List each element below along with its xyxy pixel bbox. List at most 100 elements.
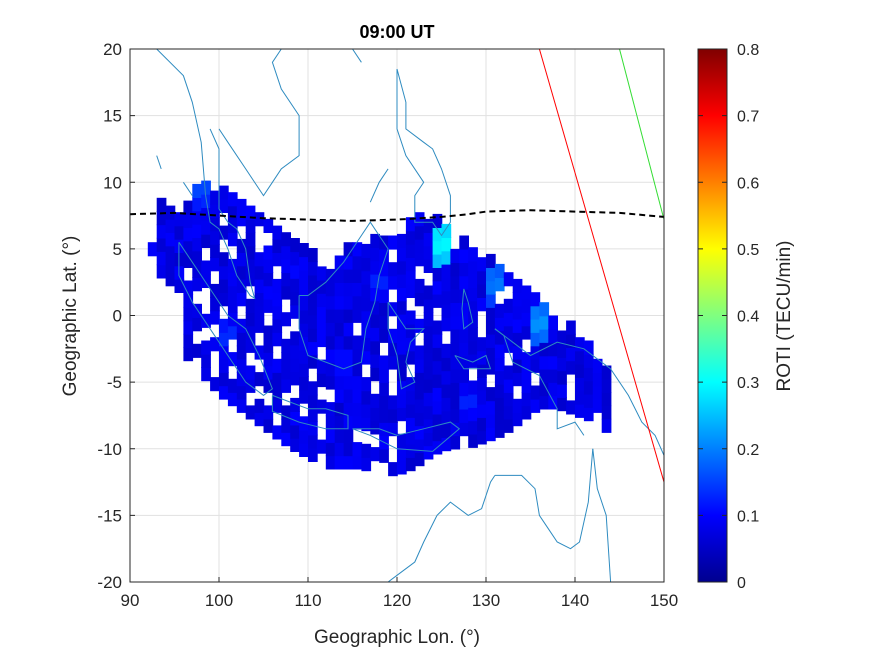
roti-cell bbox=[512, 372, 523, 387]
roti-cell bbox=[343, 335, 354, 350]
roti-cell bbox=[361, 310, 372, 325]
roti-cell bbox=[343, 348, 354, 363]
roti-cell bbox=[352, 455, 363, 470]
roti-cell bbox=[575, 390, 585, 405]
roti-cell bbox=[343, 255, 354, 270]
roti-cell bbox=[397, 380, 407, 395]
roti-cell bbox=[450, 342, 461, 357]
roti-cell bbox=[325, 348, 336, 363]
roti-cell bbox=[183, 240, 194, 255]
roti-cell bbox=[334, 428, 345, 443]
roti-cell bbox=[379, 408, 389, 423]
roti-cell bbox=[414, 318, 425, 333]
roti-cell bbox=[468, 353, 478, 368]
roti-cell bbox=[227, 192, 238, 207]
roti-cell bbox=[566, 400, 576, 415]
coastline bbox=[178, 241, 274, 397]
roti-cell bbox=[219, 358, 229, 373]
roti-cell bbox=[245, 338, 256, 353]
roti-cell bbox=[299, 363, 309, 378]
roti-cell bbox=[379, 328, 389, 343]
roti-cell bbox=[272, 332, 283, 347]
roti-cell bbox=[477, 377, 487, 392]
roti-cell bbox=[227, 298, 238, 313]
roti-cell bbox=[352, 295, 363, 310]
roti-cell bbox=[263, 338, 274, 353]
roti-cell bbox=[299, 296, 309, 311]
roti-cell bbox=[325, 402, 336, 417]
roti-cell bbox=[325, 375, 336, 390]
roti-cell bbox=[539, 355, 550, 370]
roti-cell bbox=[219, 292, 229, 307]
roti-cell bbox=[352, 335, 363, 350]
roti-cell bbox=[352, 268, 363, 283]
roti-cell bbox=[423, 285, 434, 300]
roti-cell bbox=[414, 372, 425, 387]
roti-cell bbox=[219, 185, 229, 200]
roti-cell bbox=[281, 245, 291, 260]
roti-cell bbox=[592, 372, 603, 387]
roti-cell bbox=[370, 367, 380, 382]
roti-cell bbox=[397, 367, 407, 382]
roti-cell bbox=[156, 264, 167, 279]
roti-cell bbox=[503, 272, 514, 287]
roti-cell bbox=[236, 358, 247, 373]
roti-cell bbox=[370, 447, 380, 462]
roti-cell bbox=[548, 315, 558, 330]
roti-cell bbox=[441, 277, 452, 292]
roti-cell bbox=[290, 304, 300, 319]
roti-cell bbox=[539, 302, 550, 317]
roti-cell bbox=[201, 313, 211, 328]
roti-cell bbox=[299, 256, 309, 271]
roti-cell bbox=[263, 298, 274, 313]
roti-cell bbox=[477, 363, 487, 378]
roti-cell bbox=[423, 298, 434, 313]
roti-cell bbox=[308, 394, 318, 409]
roti-cell bbox=[192, 210, 202, 225]
roti-cell bbox=[334, 442, 345, 457]
roti-cell bbox=[423, 258, 434, 273]
roti-cell bbox=[379, 288, 389, 303]
roti-cell bbox=[388, 235, 398, 250]
roti-cell bbox=[432, 227, 443, 242]
coastline bbox=[352, 49, 362, 63]
roti-cell bbox=[219, 385, 229, 400]
roti-cell bbox=[486, 333, 496, 348]
roti-cell bbox=[236, 372, 247, 387]
roti-cell bbox=[379, 315, 389, 330]
roti-cell bbox=[432, 213, 443, 228]
roti-cell bbox=[405, 217, 416, 232]
roti-cell bbox=[361, 297, 372, 312]
roti-cell bbox=[494, 397, 505, 412]
roti-cell bbox=[254, 252, 265, 267]
roti-cell bbox=[236, 292, 247, 307]
roti-cell bbox=[263, 285, 274, 300]
roti-cell bbox=[468, 393, 478, 408]
roti-cell bbox=[468, 340, 478, 355]
roti-cell bbox=[397, 300, 407, 315]
roti-cell bbox=[512, 358, 523, 373]
roti-cell bbox=[352, 375, 363, 390]
roti-cell bbox=[583, 353, 594, 368]
roti-cell bbox=[370, 300, 380, 315]
roti-cell bbox=[352, 282, 363, 297]
roti-cell bbox=[308, 261, 318, 276]
roti-cell bbox=[459, 248, 469, 263]
roti-cell bbox=[450, 368, 461, 383]
satellite-track-line bbox=[619, 49, 664, 220]
roti-cell bbox=[272, 358, 283, 373]
roti-cell bbox=[459, 235, 469, 250]
roti-cell bbox=[512, 305, 523, 320]
roti-cell bbox=[281, 432, 291, 447]
roti-cell bbox=[405, 443, 416, 458]
roti-cell bbox=[263, 258, 274, 273]
roti-cell bbox=[379, 448, 389, 463]
roti-cell bbox=[272, 398, 283, 413]
roti-cell bbox=[432, 333, 443, 348]
roti-cell bbox=[503, 418, 514, 433]
coastline bbox=[461, 288, 474, 330]
roti-cell bbox=[397, 447, 407, 462]
roti-cell bbox=[423, 445, 434, 460]
roti-cell bbox=[201, 367, 211, 382]
roti-cell bbox=[459, 288, 469, 303]
